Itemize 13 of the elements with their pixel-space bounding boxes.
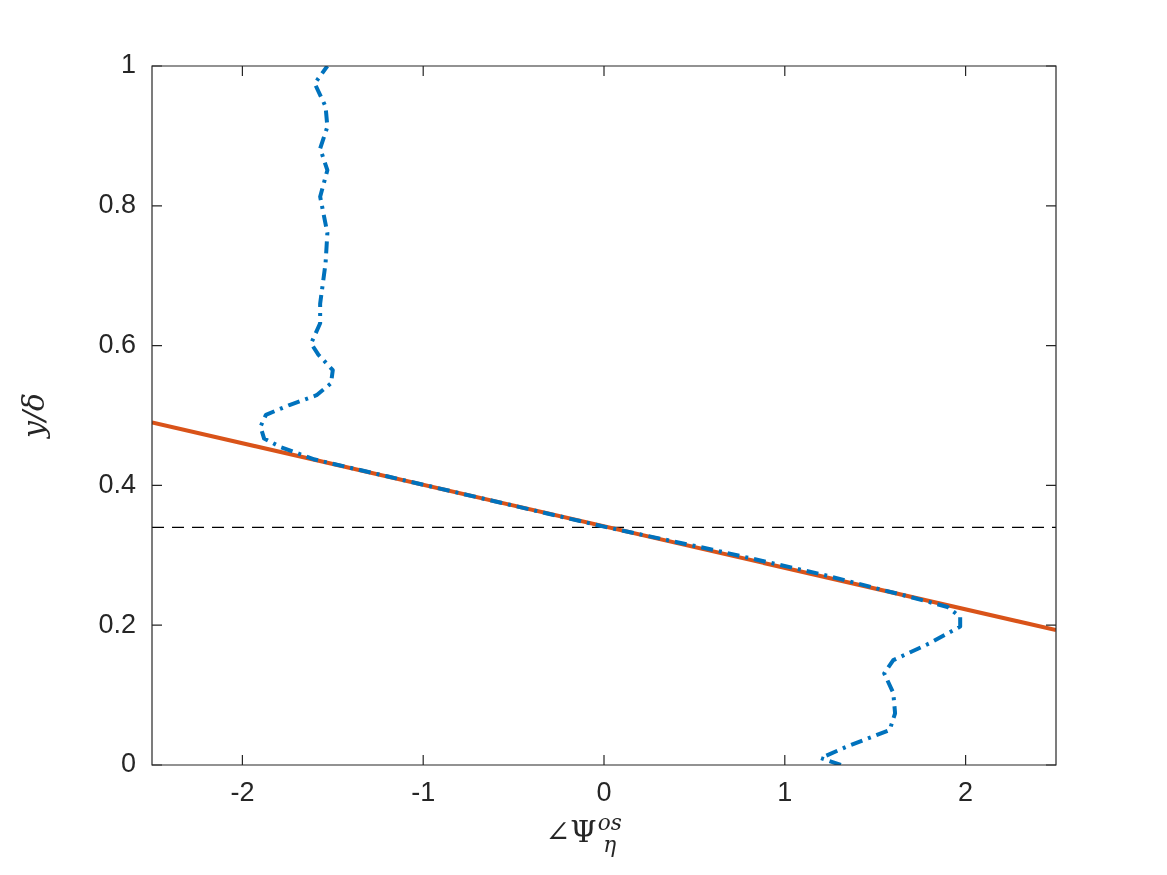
y-tick-label: 0.8 <box>98 189 136 220</box>
x-tick-label: -1 <box>411 776 436 807</box>
x-tick-label: 0 <box>596 776 612 807</box>
x-tick-label: 2 <box>958 776 974 807</box>
x-tick-label: -2 <box>230 776 255 807</box>
y-tick-label: 0.6 <box>98 329 136 360</box>
y-axis-title: y/δ <box>15 392 51 441</box>
y-tick-label: 1 <box>120 49 136 80</box>
x-tick-label: 1 <box>777 776 793 807</box>
y-tick-label: 0.4 <box>98 468 136 499</box>
y-tick-label: 0.2 <box>98 608 136 639</box>
y-tick-label: 0 <box>120 748 136 779</box>
line-series <box>258 66 963 765</box>
